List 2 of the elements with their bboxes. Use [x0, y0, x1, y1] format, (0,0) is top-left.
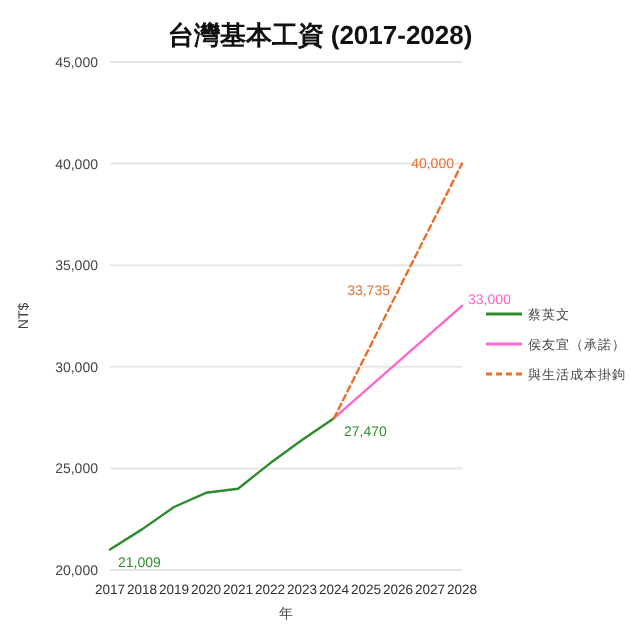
line-series [108, 417, 336, 551]
chart-title: 台灣基本工資 (2017-2028) [167, 20, 473, 50]
